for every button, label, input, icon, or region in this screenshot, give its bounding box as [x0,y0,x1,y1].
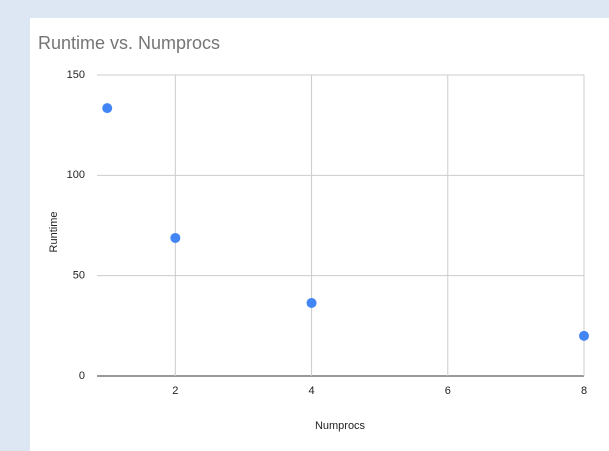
card [30,18,609,451]
x-axis-label: Numprocs [315,420,366,432]
chart-title: Runtime vs. Numprocs [38,33,220,53]
x-tick-label: 4 [308,385,314,397]
y-tick-label: 150 [67,69,85,81]
x-tick-label: 6 [445,385,451,397]
point [102,103,113,114]
x-tick-label: 2 [172,385,178,397]
point [306,297,317,308]
x-tick-label: 8 [581,385,587,397]
y-tick-label: 50 [73,270,85,282]
point [579,330,589,341]
y-axis-label: Runtime [48,212,60,253]
point [170,232,181,243]
y-tick-label: 0 [79,370,85,382]
y-tick-label: 100 [67,169,85,181]
